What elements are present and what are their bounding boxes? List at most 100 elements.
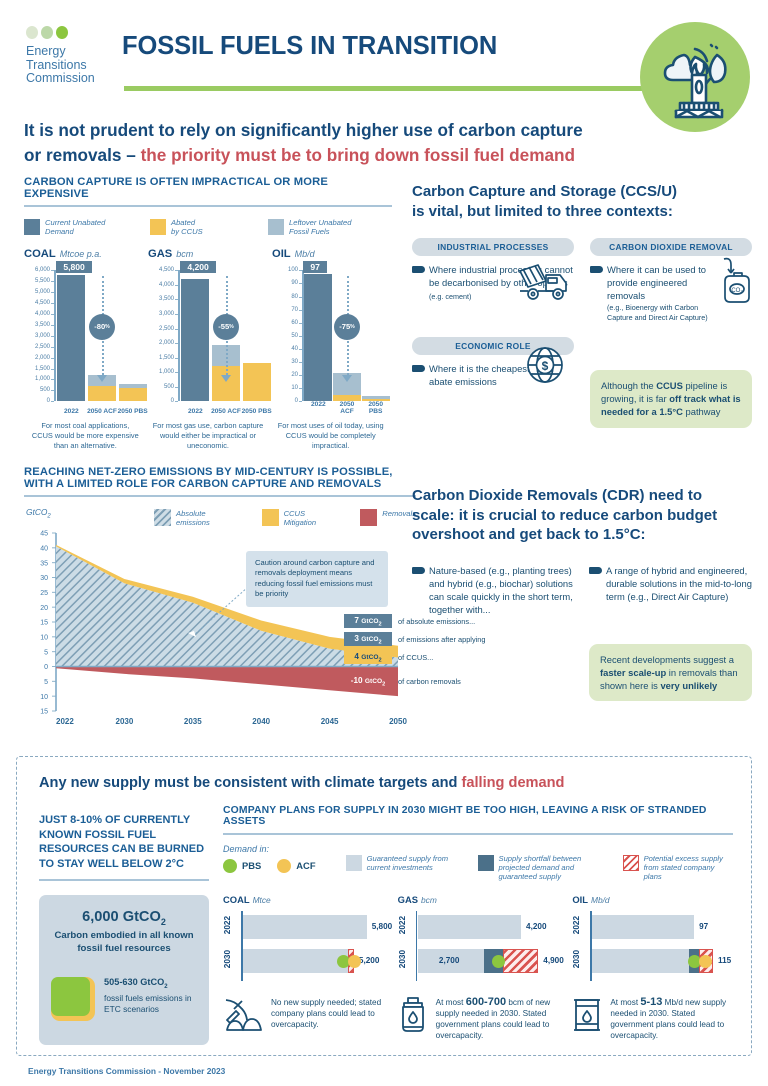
y-tick-label: 10 <box>40 693 48 700</box>
svg-text:$: $ <box>542 359 549 373</box>
ccs-title-line2: is vital, but limited to three contexts: <box>412 202 673 220</box>
bullet-engineered: A range of hybrid and engineered, durabl… <box>589 564 752 616</box>
title-underline <box>124 86 664 91</box>
x-axis-labels: 2022 2050 ACF 2050 PBS <box>180 408 272 415</box>
ccs-contexts-section: Carbon Capture and Storage (CCS/U) is vi… <box>412 182 752 428</box>
x-tick-label: 2040 <box>252 717 270 726</box>
y-tick-label: 2,000 <box>34 354 55 361</box>
y-tick-label: 50 <box>291 332 302 339</box>
change-arrow-icon <box>97 375 107 383</box>
bullet-cdr-text: Where it can be used to provide engineer… <box>607 264 707 301</box>
year-label: 2022 <box>223 915 232 934</box>
left-heading: JUST 8-10% OF CURRENTLY KNOWN FOSSIL FUE… <box>39 814 205 870</box>
y-tick-label: 30 <box>291 359 302 365</box>
x-tick-label: 2050 PBS <box>241 408 272 416</box>
bar-inside-label: 2,700 <box>438 955 460 965</box>
year-label: 2030 <box>397 949 407 968</box>
cdr-section: Carbon Dioxide Removals (CDR) need to sc… <box>412 486 752 702</box>
demand-dot-icon <box>336 954 350 968</box>
bar-segment <box>361 399 390 402</box>
section-divider <box>24 205 392 207</box>
arrow-bullet-icon <box>412 266 425 273</box>
bar-segment <box>181 279 210 402</box>
x-tick-label: 2030 <box>116 717 134 726</box>
legend-item-current-unabated: Current Unabated Demand <box>24 218 144 237</box>
bar-value-label: 4,900 <box>543 956 564 966</box>
supply-legend: Demand in: PBS ACF Guaranteed supply fro… <box>223 844 733 882</box>
x-tick-label: 2050 PBS <box>117 408 148 416</box>
value-tag: 3 GtCO2 <box>344 632 392 647</box>
legend-item-abated-ccus: Abated by CCUS <box>150 218 262 237</box>
legend-item-absolute-emissions: Absolute emissions <box>154 508 238 528</box>
arrow-bullet-icon <box>412 566 425 574</box>
legend-item-guaranteed: Guaranteed supply from current investmen… <box>345 854 464 873</box>
chart-title: GAS bcm <box>148 248 194 261</box>
bars-container <box>304 270 390 402</box>
y-tick-label: 500 <box>39 387 55 394</box>
bullet-economic: Where it is the cheapest way to abate em… <box>412 362 574 388</box>
axis-title-gtco2: GtCO2 <box>26 506 51 520</box>
bullet-cdr: Where it can be used to provide engineer… <box>590 263 752 322</box>
bar-group <box>180 270 211 402</box>
panel-left-column: JUST 8-10% OF CURRENTLY KNOWN FOSSIL FUE… <box>39 813 209 1045</box>
bullet-cdr-note: (e.g., Bioenergy with Carbon Capture and… <box>607 303 708 322</box>
segment-guaranteed <box>417 914 522 939</box>
change-arrow-icon <box>342 375 352 383</box>
bar-chart-coal: COAL Mtcoe p.a. 0 500 1,000 1,500 2,000 2,500 3… <box>24 248 148 415</box>
y-tick-label: 5 <box>44 649 48 656</box>
y-tick-label: 0 <box>44 664 48 671</box>
bar-segment <box>88 385 116 402</box>
y-tick-label: 30 <box>40 575 48 582</box>
new-supply-panel: Any new supply must be consistent with c… <box>16 756 752 1056</box>
legend-swatch-icon <box>345 854 362 871</box>
axis-line <box>415 910 418 981</box>
value-badge: 5,800 <box>56 261 92 274</box>
y-tick-label: 0 <box>46 398 55 405</box>
supply-chart-title: OIL Mb/d <box>572 893 610 905</box>
section-heading-netzero: REACHING NET-ZERO EMISSIONS BY MID-CENTU… <box>24 466 393 490</box>
legend-swatch-icon <box>268 218 284 235</box>
legend-swatch-icon <box>24 218 40 235</box>
supply-note-text: No new supply needed; stated company pla… <box>271 997 382 1029</box>
supply-chart-oil: OIL Mb/d 97 2022 115 2030 <box>572 894 733 981</box>
legend-item-leftover-unabated: Leftover Unabated Fossil Fuels <box>268 218 388 237</box>
supply-bar-row: 4,200 <box>417 914 547 939</box>
demand-dot-icon <box>699 954 713 968</box>
bar-value-label: 4,200 <box>526 922 547 932</box>
y-tick-label: 2,500 <box>34 343 55 350</box>
legend-swatch-icon <box>360 508 378 526</box>
y-tick-label: 3,500 <box>158 296 179 303</box>
plot-area: 0 500 1,000 1,500 2,000 2,500 3,000 3,500 4,000 4… <box>148 261 272 415</box>
supply-bar-charts: COAL Mtce 5,800 2022 5,200 2030 GAS bcm 4,2… <box>223 894 733 981</box>
bar-charts-section: CARBON CAPTURE IS OFTEN IMPRACTICAL OR M… <box>24 176 392 451</box>
supply-plot: 5,800 2022 5,200 2030 <box>223 910 392 981</box>
bar-group <box>361 270 390 402</box>
bar-segment <box>57 274 86 402</box>
segment-guaranteed <box>243 948 348 973</box>
lead-line-1: It is not prudent to rely on significant… <box>24 120 583 140</box>
supply-bar-row: 115 <box>592 948 731 973</box>
axis-line <box>590 910 592 981</box>
pill-carbon-dioxide-removal: CARBON DIOXIDE REMOVAL <box>590 238 752 256</box>
value-tag: -10 GtCO2 <box>344 674 392 689</box>
legend-swatch-icon <box>150 218 166 235</box>
bar-segment <box>333 372 361 396</box>
supply-note: No new supply needed; stated company pla… <box>223 997 384 1041</box>
x-tick-label: 2022 <box>56 717 74 726</box>
value-tag-desc: of absolute emissions... <box>398 616 476 626</box>
segment-excess <box>502 948 539 973</box>
supply-note-text: At most 600-700 bcm of new supply needed… <box>435 995 551 1040</box>
bar-group <box>333 270 362 402</box>
y-tick-label: 20 <box>40 604 48 611</box>
y-tick-label: 1,000 <box>158 369 179 376</box>
supply-bar-row: 5,800 <box>243 914 392 939</box>
legend-swatch-hatched-icon <box>622 854 639 871</box>
pickaxe-coal-icon <box>223 997 263 1041</box>
legend-label: CCUS Mitigation <box>283 508 317 527</box>
value-tag-desc: of CCUS... <box>398 652 434 662</box>
y-tick-label: 45 <box>40 530 48 537</box>
green-callout-removals: Recent developments suggest a faster sca… <box>589 643 752 702</box>
y-tick-label: 4,500 <box>34 300 55 307</box>
lead-line-3: the priority must be to bring down fossi… <box>140 145 576 165</box>
bullet-economic-text: Where it is the cheapest way to abate em… <box>429 363 560 387</box>
